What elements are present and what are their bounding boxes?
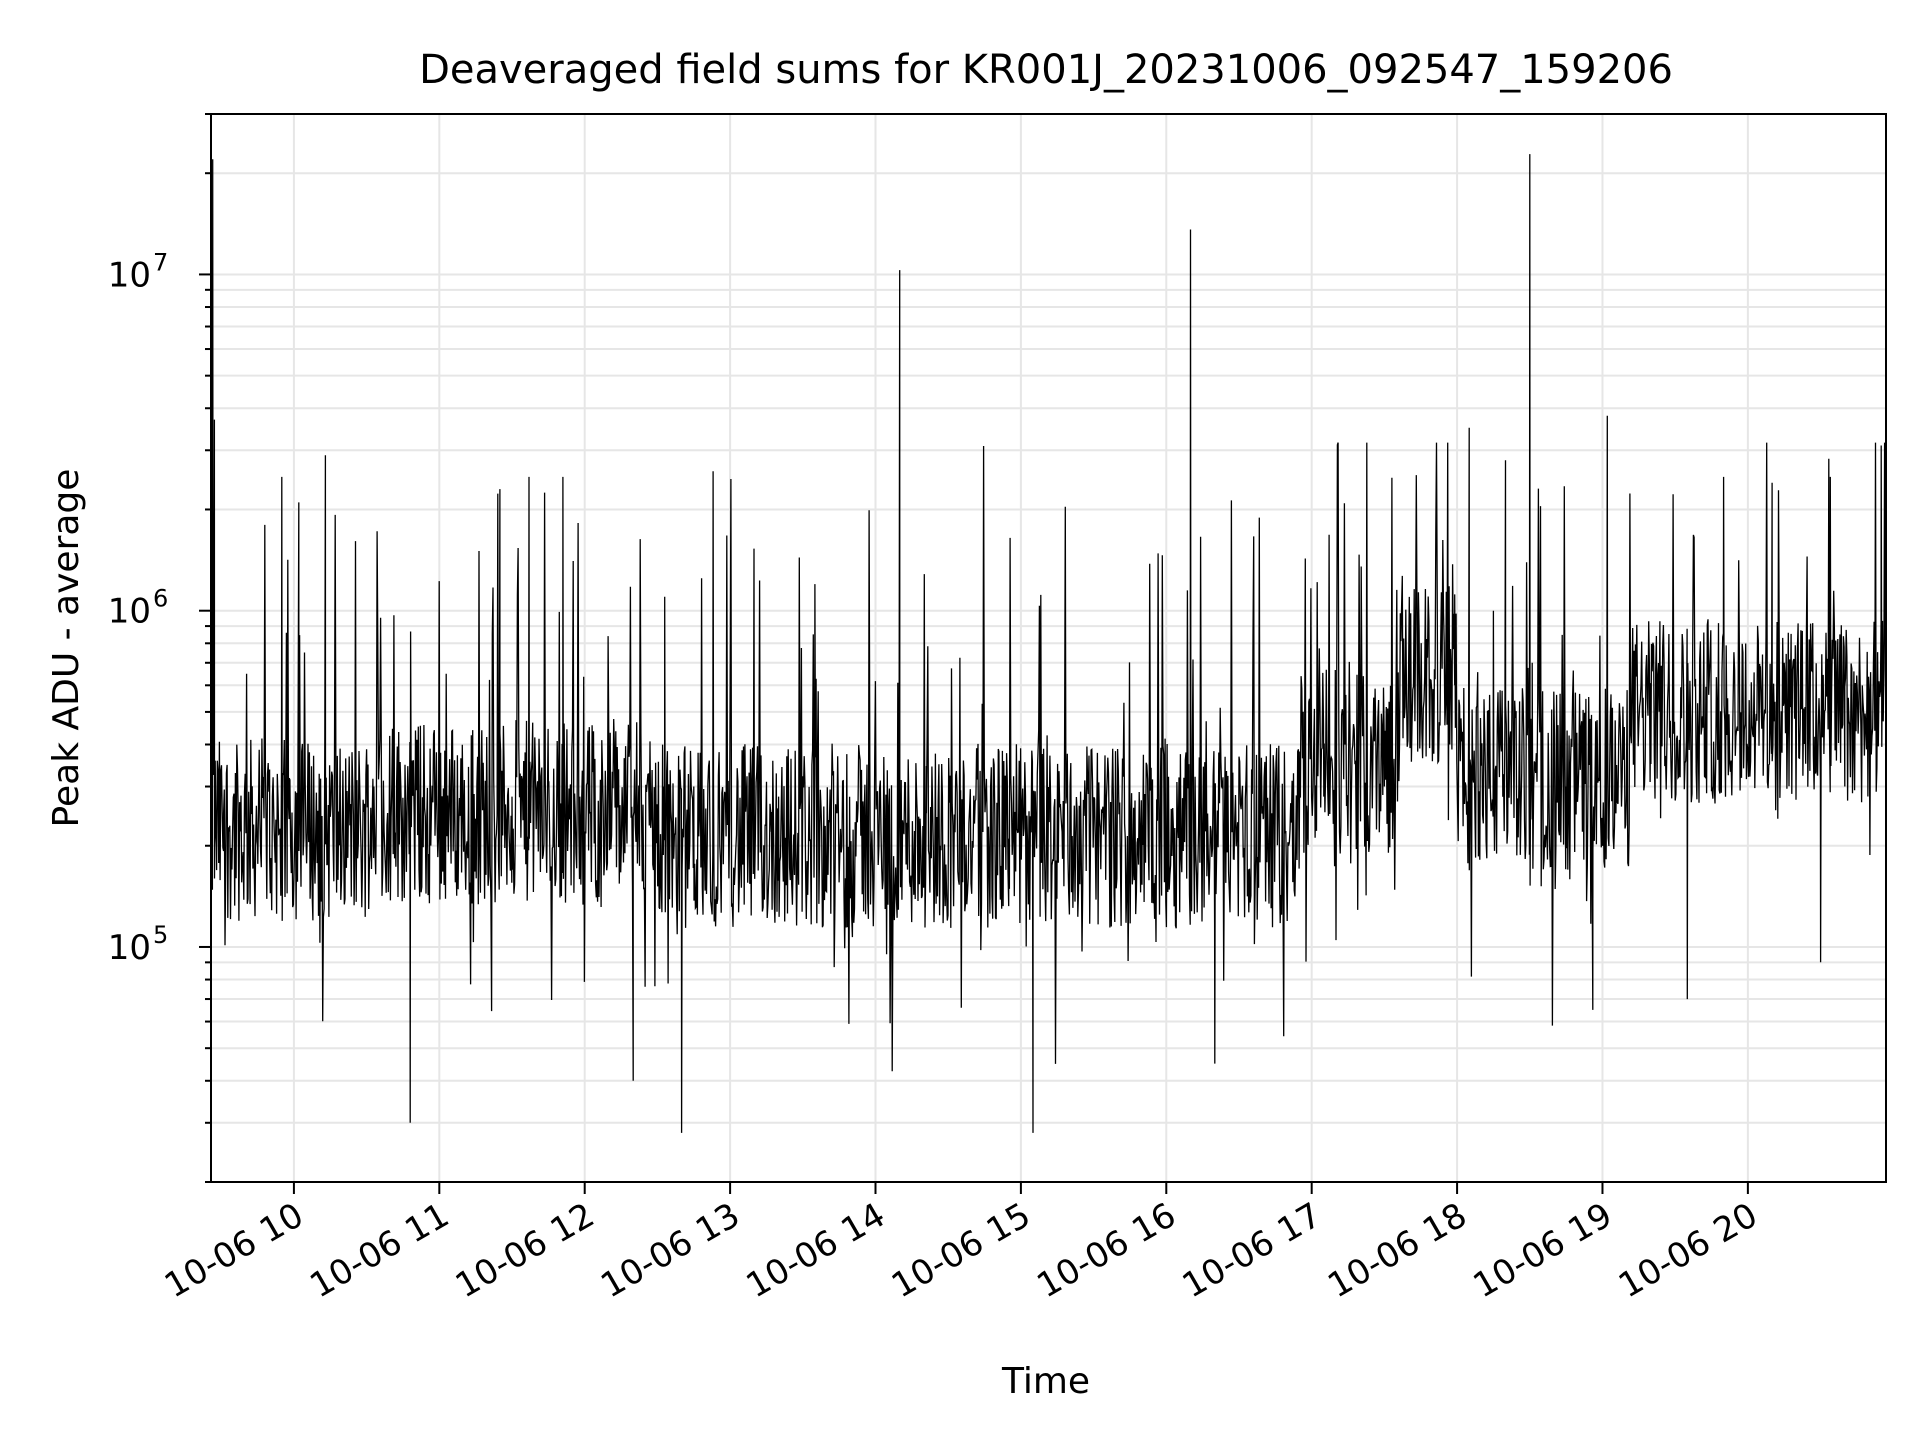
y-tick-exponent: 6 xyxy=(153,585,168,613)
plot-frame xyxy=(210,113,1887,1183)
x-axis-label: Time xyxy=(1001,1361,1090,1402)
chart-title: Deaveraged field sums for KR001J_2023100… xyxy=(419,47,1673,93)
y-tick-exponent: 7 xyxy=(153,248,168,276)
y-tick-label: 10 xyxy=(108,592,151,632)
series-trace xyxy=(210,154,1887,1133)
y-tick-exponent: 5 xyxy=(153,921,168,949)
y-axis-label: Peak ADU - average xyxy=(46,469,87,828)
series-line xyxy=(210,154,1887,1133)
y-tick-label: 10 xyxy=(108,928,151,968)
y-tick-label: 10 xyxy=(108,255,151,295)
grid xyxy=(211,113,1886,1183)
